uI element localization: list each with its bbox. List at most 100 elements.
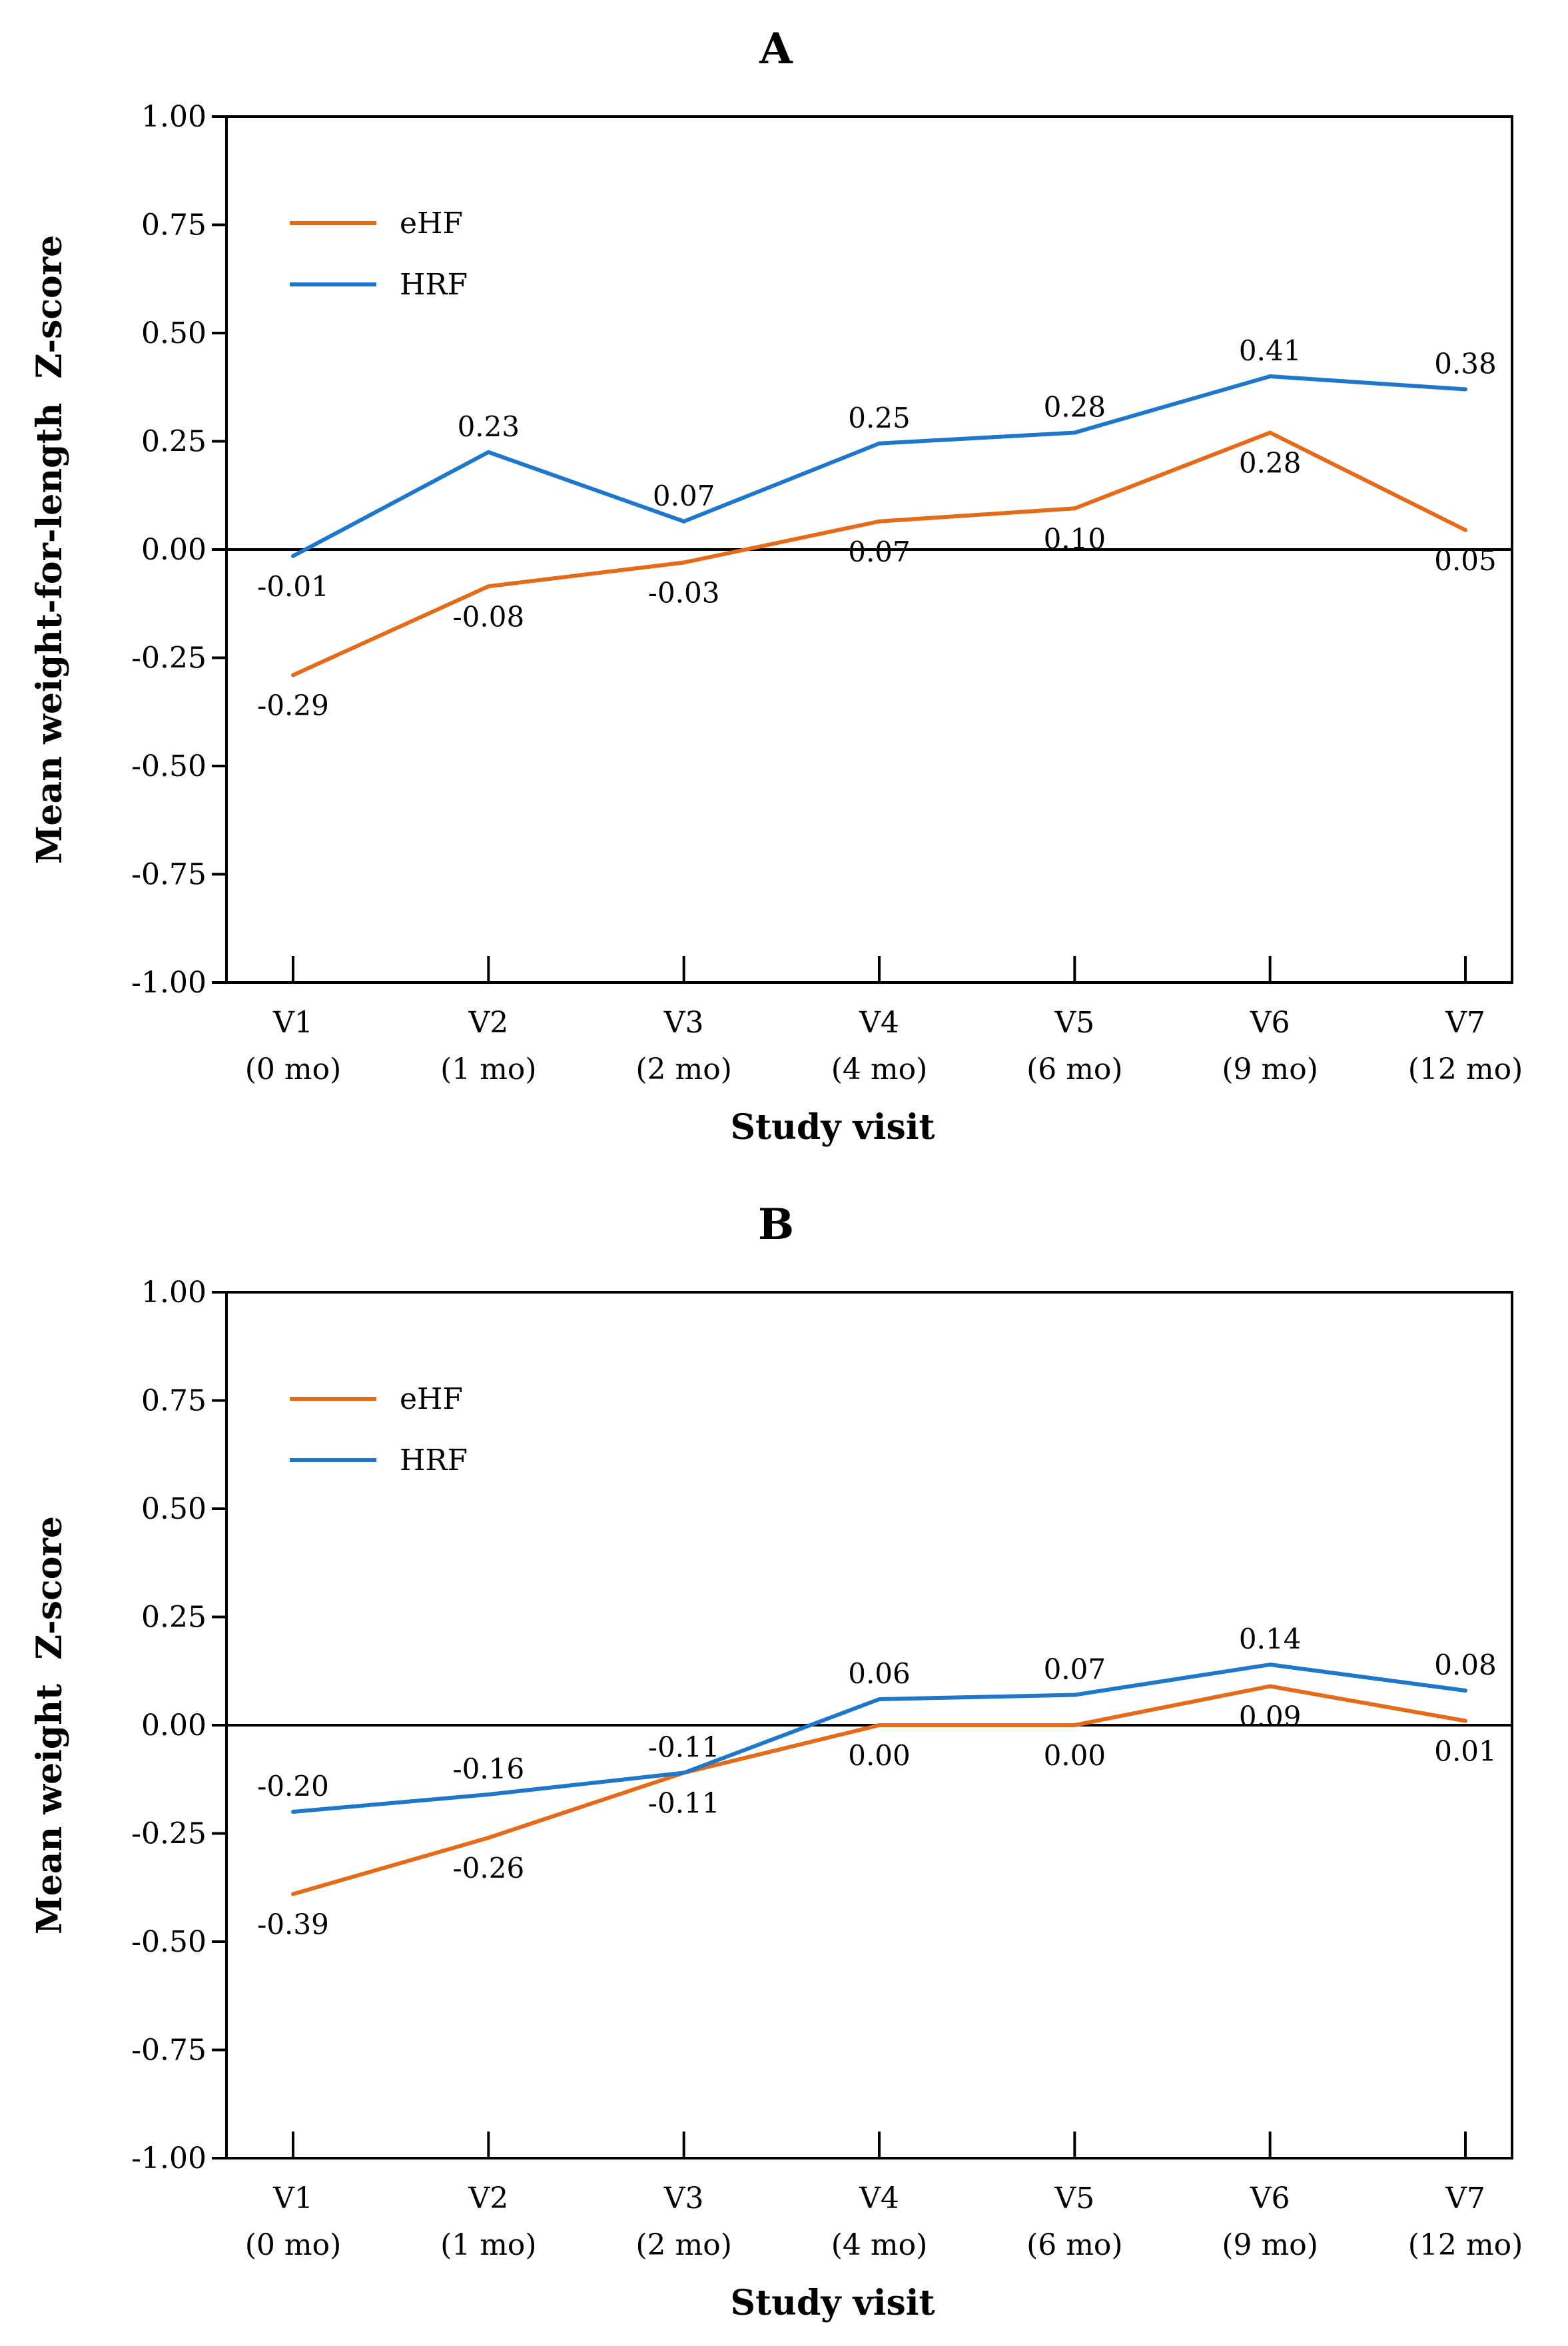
data-label-ehf: 0.05	[1434, 544, 1497, 577]
x-category-sublabel: (6 mo)	[1026, 2228, 1123, 2262]
x-category-sublabel: (12 mo)	[1408, 2228, 1523, 2262]
x-category-sublabel: (9 mo)	[1222, 1052, 1318, 1086]
data-point-hrf	[1463, 1689, 1467, 1693]
data-point-hrf	[486, 450, 491, 454]
data-point-hrf	[1463, 387, 1467, 392]
y-tick-label: 0.00	[141, 533, 206, 567]
data-point-ehf	[1463, 528, 1467, 532]
y-tick-label: -0.25	[131, 641, 206, 675]
data-point-ehf	[1072, 1723, 1077, 1727]
data-label-hrf: 0.07	[1044, 1653, 1106, 1686]
y-axis-title: Mean weight-for-length Z-score	[29, 235, 70, 864]
y-tick-label: -0.75	[131, 858, 206, 892]
data-label-hrf: 0.07	[653, 480, 715, 512]
data-label-ehf: 0.28	[1239, 447, 1302, 480]
data-point-ehf	[1268, 430, 1272, 435]
data-point-ehf	[877, 1723, 881, 1727]
data-label-hrf: 0.25	[848, 402, 911, 434]
data-label-ehf: 0.01	[1434, 1735, 1497, 1768]
data-point-hrf	[681, 519, 686, 524]
x-category-label: V5	[1054, 1006, 1094, 1040]
y-tick-label: 0.25	[141, 425, 206, 459]
data-point-ehf	[291, 673, 295, 677]
data-label-hrf: -0.20	[257, 1770, 329, 1802]
chart-panel-b: B 1.00 0.75 0.50 0.25 0.00 -0.25 -0.50 -0.75 -1.0…	[29, 1200, 1523, 2323]
data-label-ehf: -0.39	[257, 1908, 329, 1941]
data-label-hrf: 0.41	[1239, 334, 1302, 367]
x-category-label: V7	[1445, 2181, 1485, 2215]
data-label-ehf: -0.03	[648, 577, 720, 609]
x-category-label: V5	[1054, 2181, 1094, 2215]
data-point-ehf	[486, 1836, 491, 1840]
data-label-ehf: 0.00	[848, 1739, 911, 1772]
data-label-ehf: -0.08	[452, 600, 524, 633]
data-point-ehf	[486, 584, 491, 589]
data-label-hrf: 0.38	[1434, 348, 1497, 380]
legend-label-ehf: eHF	[400, 1382, 463, 1416]
data-label-ehf: 0.00	[1044, 1739, 1106, 1772]
legend-label-ehf: eHF	[400, 206, 463, 240]
legend-label-hrf: HRF	[400, 268, 468, 302]
y-tick-label: 0.50	[141, 316, 206, 350]
data-label-hrf: 0.08	[1434, 1649, 1497, 1681]
data-label-hrf: -0.11	[648, 1731, 720, 1764]
x-category-sublabel: (6 mo)	[1026, 1052, 1123, 1086]
x-category-sublabel: (12 mo)	[1408, 1052, 1523, 1086]
data-label-hrf: 0.14	[1239, 1623, 1302, 1655]
y-tick-label: 0.75	[141, 208, 206, 242]
data-point-hrf	[291, 1810, 295, 1814]
y-tick-label: 1.00	[141, 1276, 206, 1310]
x-category-label: V3	[663, 2181, 704, 2215]
x-category-label: V1	[272, 2181, 313, 2215]
data-label-ehf: -0.11	[648, 1787, 720, 1820]
data-label-hrf: 0.28	[1044, 391, 1106, 424]
data-point-hrf	[291, 554, 295, 558]
chart-panel-a: A 1.00 0.75 0.50 0.25 0.00 -0.25 -0.50 -0.75 -1.0…	[29, 24, 1523, 1148]
x-category-sublabel: (0 mo)	[245, 1052, 342, 1086]
x-category-label: V6	[1250, 2181, 1290, 2215]
x-category-sublabel: (9 mo)	[1222, 2228, 1318, 2262]
data-label-ehf: 0.09	[1239, 1701, 1302, 1733]
x-category-sublabel: (2 mo)	[635, 2228, 732, 2262]
x-category-sublabel: (1 mo)	[440, 2228, 537, 2262]
data-point-hrf	[877, 441, 881, 446]
data-label-ehf: -0.29	[257, 689, 329, 722]
data-point-hrf	[486, 1792, 491, 1796]
y-tick-label: -1.00	[131, 2142, 206, 2175]
data-point-hrf	[1268, 1663, 1272, 1667]
data-point-hrf	[1072, 430, 1077, 435]
x-category-sublabel: (4 mo)	[831, 1052, 928, 1086]
x-category-sublabel: (4 mo)	[831, 2228, 928, 2262]
y-tick-label: 0.25	[141, 1601, 206, 1635]
x-category-label: V2	[468, 1006, 508, 1040]
x-category-sublabel: (2 mo)	[635, 1052, 732, 1086]
data-point-ehf	[291, 1892, 295, 1896]
x-category-sublabel: (0 mo)	[245, 2228, 342, 2262]
data-point-hrf	[1268, 374, 1272, 378]
data-point-hrf	[877, 1697, 881, 1701]
data-point-ehf	[1463, 1719, 1467, 1723]
y-tick-label: 0.75	[141, 1384, 206, 1418]
y-tick-label: -0.50	[131, 1925, 206, 1959]
x-category-sublabel: (1 mo)	[440, 1052, 537, 1086]
data-point-ehf	[1072, 506, 1077, 511]
x-axis-title: Study visit	[730, 2283, 935, 2323]
data-point-hrf	[1072, 1693, 1077, 1697]
data-label-ehf: 0.10	[1044, 522, 1106, 555]
y-tick-label: -0.75	[131, 2034, 206, 2068]
x-category-label: V3	[663, 1006, 704, 1040]
y-tick-label: 0.00	[141, 1709, 206, 1743]
x-category-label: V4	[859, 1006, 899, 1040]
x-category-label: V2	[468, 2181, 508, 2215]
data-label-hrf: -0.01	[257, 570, 329, 603]
y-tick-label: 1.00	[141, 100, 206, 134]
data-point-ehf	[681, 560, 686, 565]
x-category-label: V6	[1250, 1006, 1290, 1040]
x-axis-title: Study visit	[730, 1107, 935, 1148]
y-tick-label: 0.50	[141, 1492, 206, 1526]
data-label-hrf: -0.16	[452, 1753, 524, 1785]
y-tick-label: -0.50	[131, 749, 206, 783]
data-label-hrf: 0.06	[848, 1657, 911, 1690]
data-point-hrf	[681, 1770, 686, 1775]
legend-label-hrf: HRF	[400, 1443, 468, 1477]
